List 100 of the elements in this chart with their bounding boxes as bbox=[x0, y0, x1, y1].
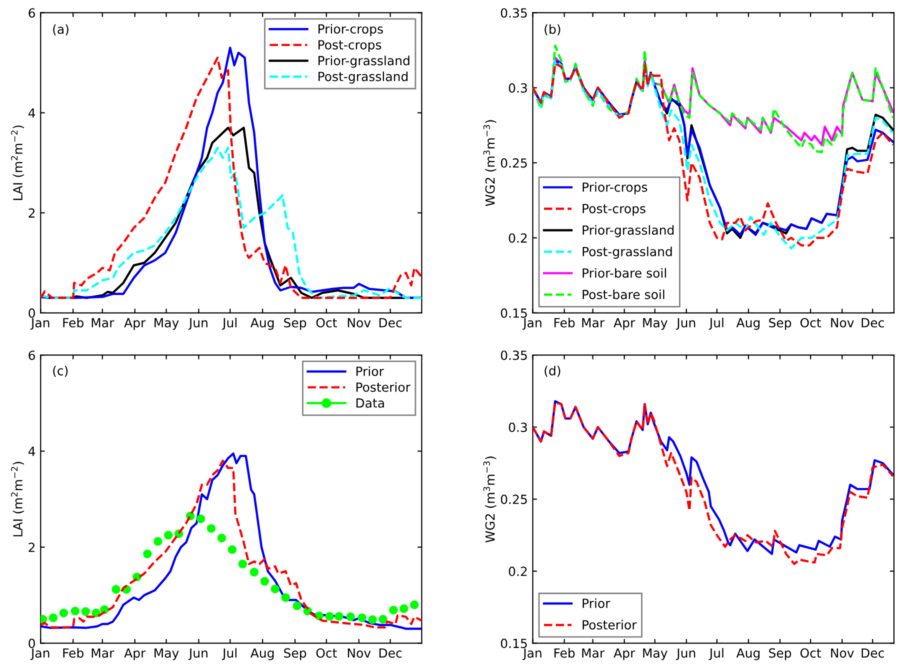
x-tick-label: Aug bbox=[250, 318, 274, 330]
point bbox=[389, 606, 398, 614]
x-tick-label: Mar bbox=[92, 648, 114, 658]
x-tick-label: Apr bbox=[124, 318, 146, 330]
legend-label: Prior-bare soil bbox=[582, 268, 666, 278]
x-tick-label: Apr bbox=[614, 318, 636, 330]
x-tick-label: Mar bbox=[582, 648, 605, 658]
legend-label: Data bbox=[356, 398, 384, 408]
x-tick-label: May bbox=[154, 318, 179, 330]
legend-label: Prior-crops bbox=[582, 182, 648, 194]
x-tick-label: Feb bbox=[554, 648, 575, 658]
y-tick-label: 0 bbox=[28, 638, 35, 648]
annotation: (d) bbox=[544, 366, 560, 377]
y-axis-title: LAI (m$^{2}$m$^{−2}$) bbox=[11, 126, 24, 200]
point bbox=[196, 514, 206, 524]
y-tick-label: 0.35 bbox=[500, 350, 527, 360]
point bbox=[112, 585, 120, 594]
x-tick-label: Aug bbox=[250, 648, 274, 660]
legend-label: Prior-grassland bbox=[582, 225, 674, 238]
x-tick-label: Apr bbox=[124, 648, 146, 660]
x-tick-label: Jan bbox=[30, 648, 50, 660]
legend-label: Prior bbox=[356, 366, 384, 376]
y-tick-label: 0.15 bbox=[500, 308, 527, 318]
point bbox=[154, 537, 162, 546]
x-tick-label: May bbox=[643, 648, 668, 660]
y-tick-label: 6 bbox=[28, 8, 35, 18]
point bbox=[260, 576, 270, 586]
annotation: (b) bbox=[544, 24, 560, 36]
y-tick-label: 2 bbox=[28, 542, 35, 552]
y-axis-title: LAI (m$^{2}$m$^{−2}$) bbox=[11, 462, 24, 536]
legend-label: Posterior bbox=[356, 382, 410, 392]
x-tick-label: Sep bbox=[769, 648, 792, 660]
point bbox=[206, 524, 216, 533]
x-tick-label: Mar bbox=[582, 318, 605, 328]
x-tick-label: Dec bbox=[379, 318, 402, 328]
x-tick-label: Oct bbox=[316, 648, 337, 658]
point bbox=[358, 613, 366, 622]
point bbox=[325, 612, 334, 621]
point bbox=[250, 568, 259, 577]
x-tick-label: Nov bbox=[831, 318, 854, 328]
x-tick-label: Jul bbox=[222, 648, 236, 660]
x-tick-label: Nov bbox=[348, 648, 371, 658]
annotation: (c) bbox=[53, 366, 68, 377]
y-tick-label: 0.2 bbox=[508, 233, 527, 243]
legend-label: Post-crops bbox=[582, 204, 646, 216]
legend-label: Post-crops bbox=[318, 40, 382, 52]
x-tick-label: May bbox=[154, 648, 179, 660]
x-tick-label: Sep bbox=[769, 318, 792, 330]
x-tick-label: May bbox=[643, 318, 668, 330]
x-tick-label: Aug bbox=[736, 648, 760, 660]
x-tick-label: Jul bbox=[222, 318, 236, 330]
point bbox=[378, 614, 388, 624]
x-tick-label: Sep bbox=[284, 648, 306, 660]
y-tick-label: 4 bbox=[28, 446, 36, 456]
x-tick-label: Dec bbox=[862, 318, 884, 328]
legend-label: Posterior bbox=[582, 620, 637, 630]
y-tick-label: 0.25 bbox=[500, 158, 527, 168]
x-tick-label: Dec bbox=[379, 648, 402, 658]
x-tick-label: Mar bbox=[92, 318, 114, 328]
point bbox=[238, 560, 248, 568]
point bbox=[48, 613, 58, 622]
x-tick-label: Jul bbox=[708, 648, 724, 660]
point bbox=[70, 606, 80, 616]
point bbox=[81, 607, 90, 616]
y-tick-label: 6 bbox=[28, 350, 35, 360]
x-tick-label: Feb bbox=[554, 318, 575, 328]
point bbox=[346, 612, 355, 622]
y-tick-label: 0 bbox=[28, 308, 35, 318]
y-tick-label: 4 bbox=[28, 108, 36, 118]
point bbox=[217, 534, 226, 542]
x-tick-label: Oct bbox=[316, 318, 337, 328]
x-tick-label: Jan bbox=[30, 318, 50, 330]
y-tick-label: 0.15 bbox=[500, 638, 527, 648]
x-tick-label: Jan bbox=[522, 648, 542, 660]
x-tick-label: Sep bbox=[284, 318, 306, 330]
x-tick-label: Jun bbox=[188, 318, 208, 330]
point bbox=[410, 600, 419, 610]
x-tick-label: Jan bbox=[522, 318, 542, 330]
x-tick-label: Apr bbox=[614, 648, 636, 660]
point bbox=[164, 530, 173, 540]
line-series bbox=[532, 44, 894, 154]
y-axis-title: WG2 (m$^{3}$m$^{−3}$) bbox=[483, 120, 496, 206]
point bbox=[368, 615, 377, 624]
x-tick-label: Jun bbox=[188, 648, 208, 660]
point bbox=[143, 550, 152, 558]
legend-label: Prior-crops bbox=[318, 24, 383, 36]
x-tick-label: Aug bbox=[736, 318, 760, 330]
x-tick-label: Nov bbox=[348, 318, 371, 328]
annotation: (a) bbox=[53, 24, 68, 36]
y-axis-title: WG2 (m$^{3}$m$^{−3}$) bbox=[483, 456, 496, 542]
point bbox=[334, 612, 344, 621]
legend-label: Prior bbox=[582, 598, 610, 608]
point bbox=[92, 608, 100, 618]
point bbox=[228, 545, 237, 554]
x-tick-label: Oct bbox=[800, 318, 822, 328]
x-tick-label: Nov bbox=[831, 648, 854, 658]
legend-label: Prior-grassland bbox=[318, 56, 410, 68]
point bbox=[400, 604, 408, 613]
x-tick-label: Dec bbox=[862, 648, 884, 658]
x-tick-label: Jun bbox=[676, 318, 696, 330]
